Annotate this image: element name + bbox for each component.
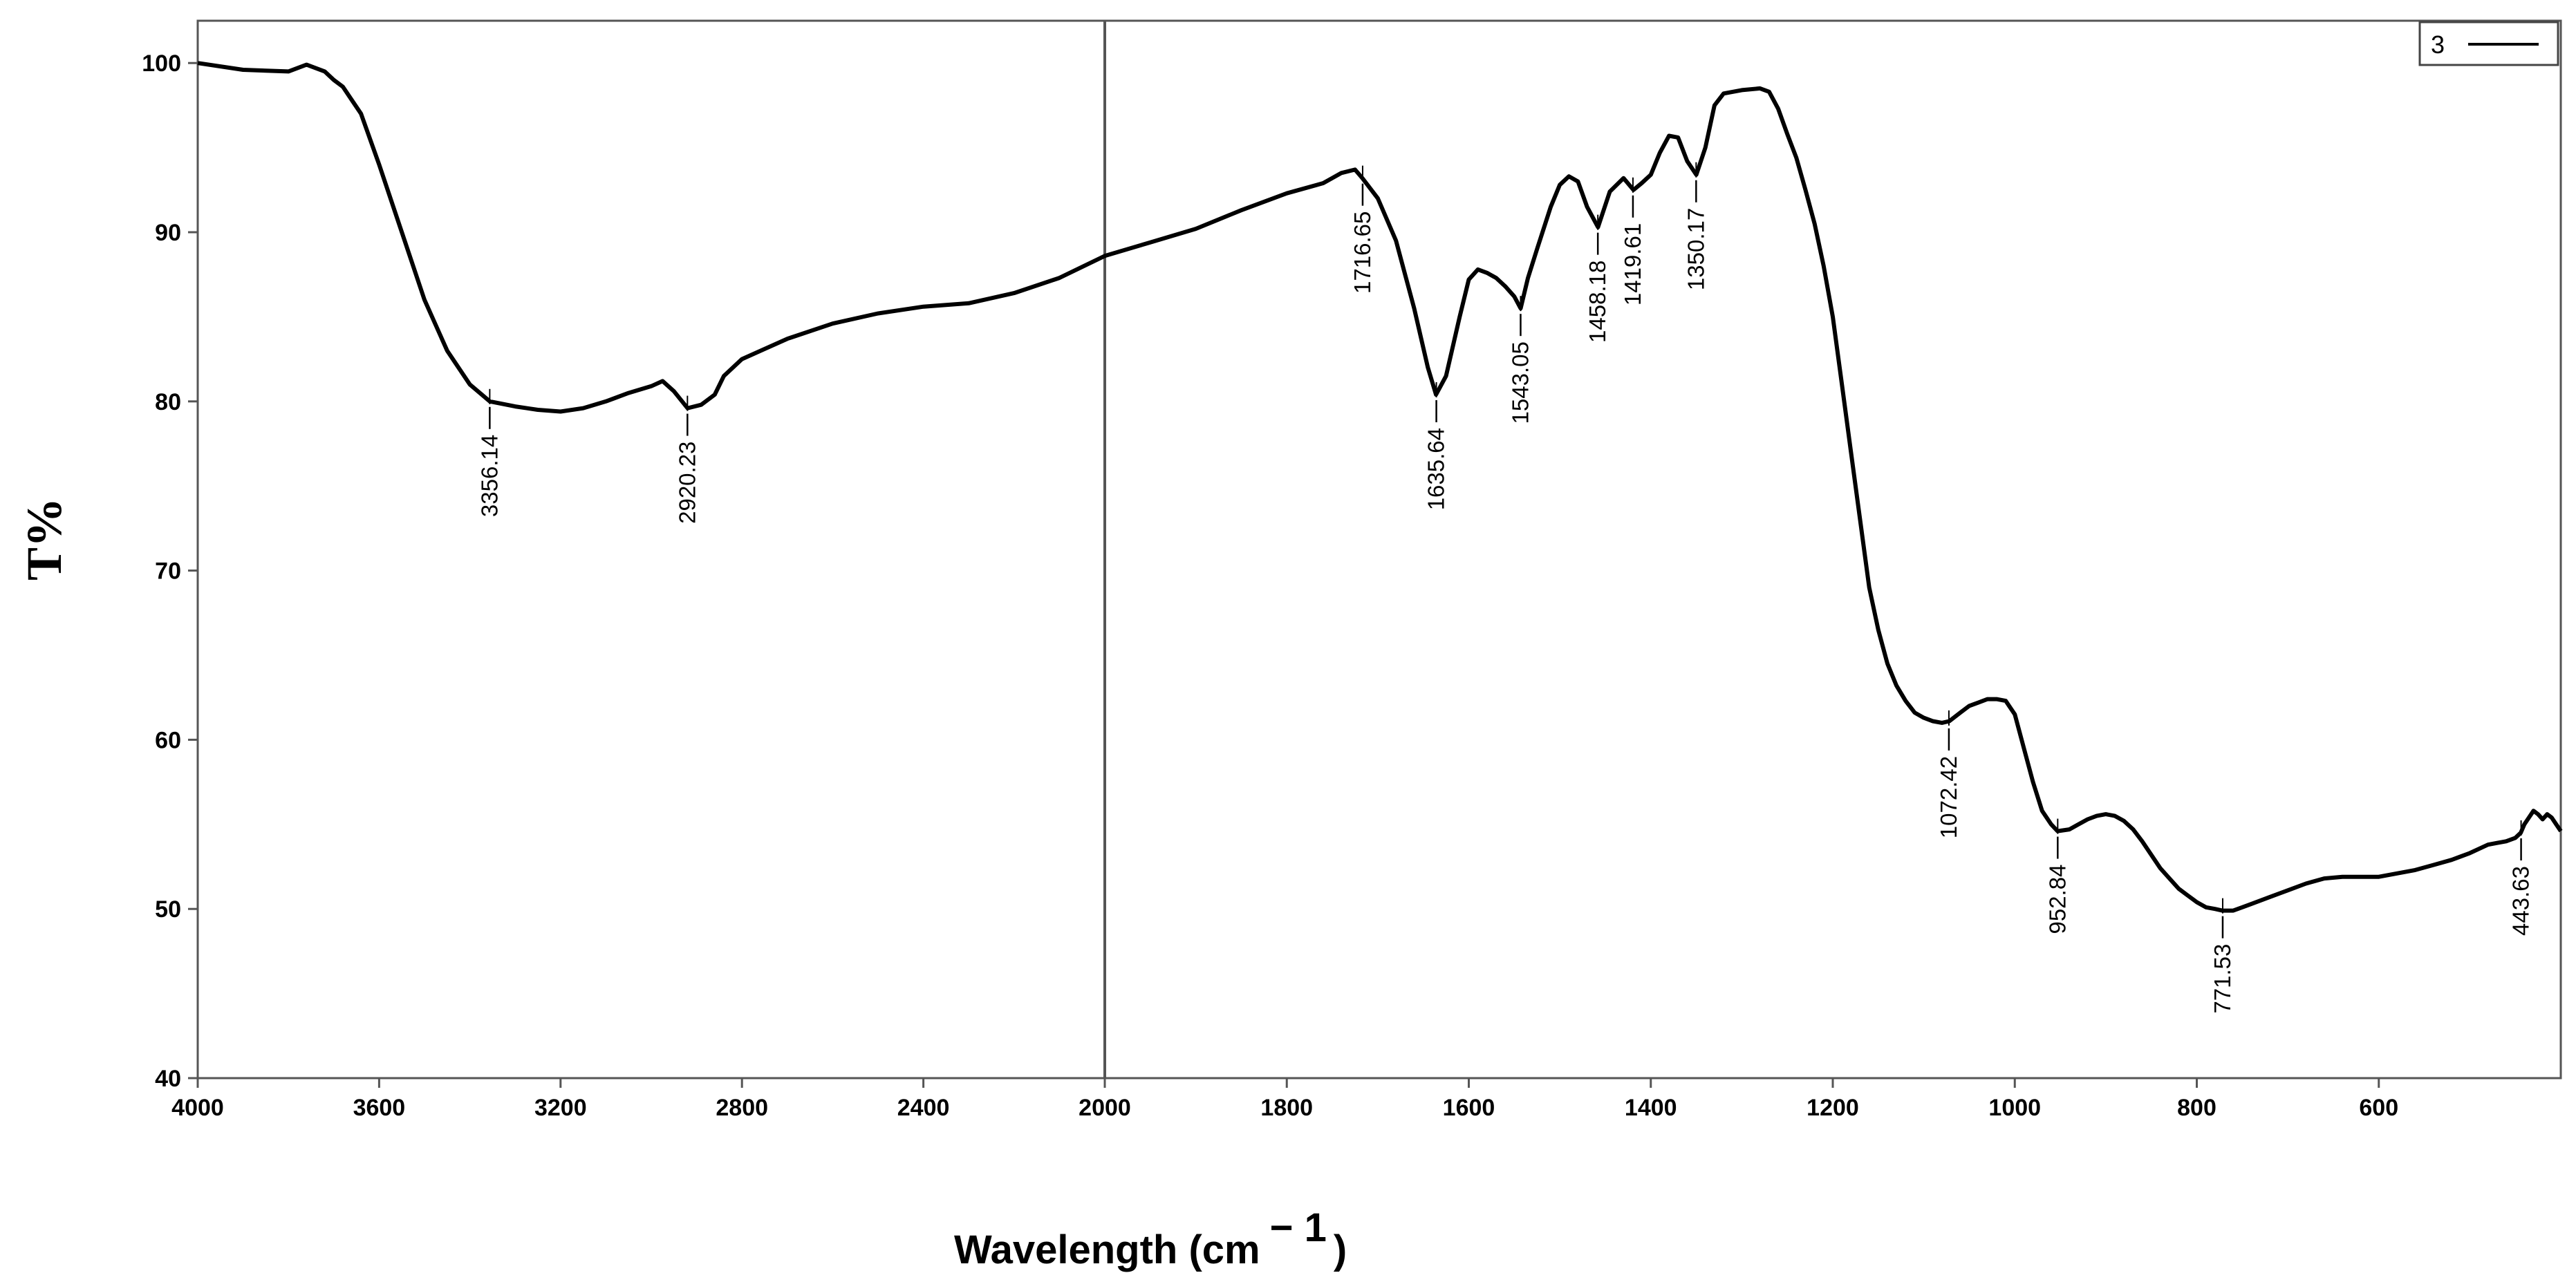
x-tick-label: 1000 [1988, 1095, 2041, 1121]
peak-label: 1350.17 [1683, 208, 1708, 290]
peak-label: 1458.18 [1585, 261, 1610, 343]
x-tick-label: 1200 [1807, 1095, 1859, 1121]
y-tick-label: 100 [142, 50, 181, 77]
x-tick-label: 600 [2359, 1095, 2398, 1121]
y-tick-label: 70 [155, 558, 181, 585]
peak-marker: 1635.64 [1424, 382, 1449, 510]
legend-label: 3 [2431, 30, 2445, 59]
x-tick-label: 2800 [716, 1095, 768, 1121]
x-tick-label: 1800 [1260, 1095, 1313, 1121]
peak-label: 443.63 [2508, 866, 2534, 936]
peak-label: 2920.23 [674, 442, 700, 524]
peak-label: 1635.64 [1424, 428, 1449, 510]
peak-marker: 1419.61 [1620, 177, 1645, 305]
spectrum-line [197, 61, 2563, 913]
peak-marker: 1716.65 [1350, 165, 1375, 294]
peak-marker: 1543.05 [1507, 296, 1533, 424]
peak-label: 1716.65 [1350, 211, 1375, 294]
x-tick-label: 4000 [171, 1095, 224, 1121]
x-tick-label: 1400 [1625, 1095, 1677, 1121]
peak-label: 1072.42 [1936, 756, 1961, 838]
peak-marker: 1072.42 [1936, 710, 1961, 838]
peak-label: 3356.14 [476, 435, 502, 517]
x-tick-label: 2000 [1079, 1095, 1131, 1121]
peak-label: 1543.05 [1507, 341, 1533, 424]
peak-label: 952.84 [2044, 865, 2070, 934]
x-axis-title-main: Wavelength (cm [954, 1227, 1260, 1272]
peak-label: 1419.61 [1620, 223, 1645, 305]
peak-label: 771.53 [2210, 944, 2235, 1014]
legend: 3 [2418, 21, 2559, 66]
y-tick-label: 60 [155, 727, 181, 753]
peak-marker: 3356.14 [476, 388, 502, 517]
peak-marker: 952.84 [2044, 818, 2070, 934]
peak-marker: 1350.17 [1683, 162, 1708, 290]
x-tick-label: 2400 [897, 1095, 950, 1121]
peak-marker: 2920.23 [674, 395, 700, 524]
x-tick-label: 3600 [353, 1095, 406, 1121]
x-axis-title: Wavelength (cm − 1) [954, 1205, 1347, 1272]
peak-marker: 771.53 [2210, 898, 2235, 1014]
x-axis-title-superscript: − 1 [1270, 1205, 1327, 1250]
y-axis-title: T% [17, 498, 72, 581]
x-axis-ticks: 4000 3600 3200 2800 2400 2000 1800 1600 1400 1200… [171, 1078, 2398, 1121]
y-tick-label: 40 [155, 1066, 181, 1092]
plot-frame [196, 19, 2562, 1080]
y-axis-ticks: 40 50 60 70 80 90 100 [142, 50, 198, 1092]
y-tick-label: 80 [155, 389, 181, 415]
peak-marker: 1458.18 [1585, 214, 1610, 343]
y-tick-label: 90 [155, 220, 181, 246]
peak-marker: 443.63 [2508, 820, 2534, 936]
y-tick-label: 50 [155, 896, 181, 923]
peak-annotations: 3356.14 2920.23 1716.65 1635.64 1543.05 1458.… [476, 162, 2534, 1014]
x-tick-label: 3200 [534, 1095, 587, 1121]
x-axis-title-close: ) [1334, 1227, 1347, 1272]
x-tick-label: 800 [2177, 1095, 2216, 1121]
x-tick-label: 1600 [1443, 1095, 1495, 1121]
